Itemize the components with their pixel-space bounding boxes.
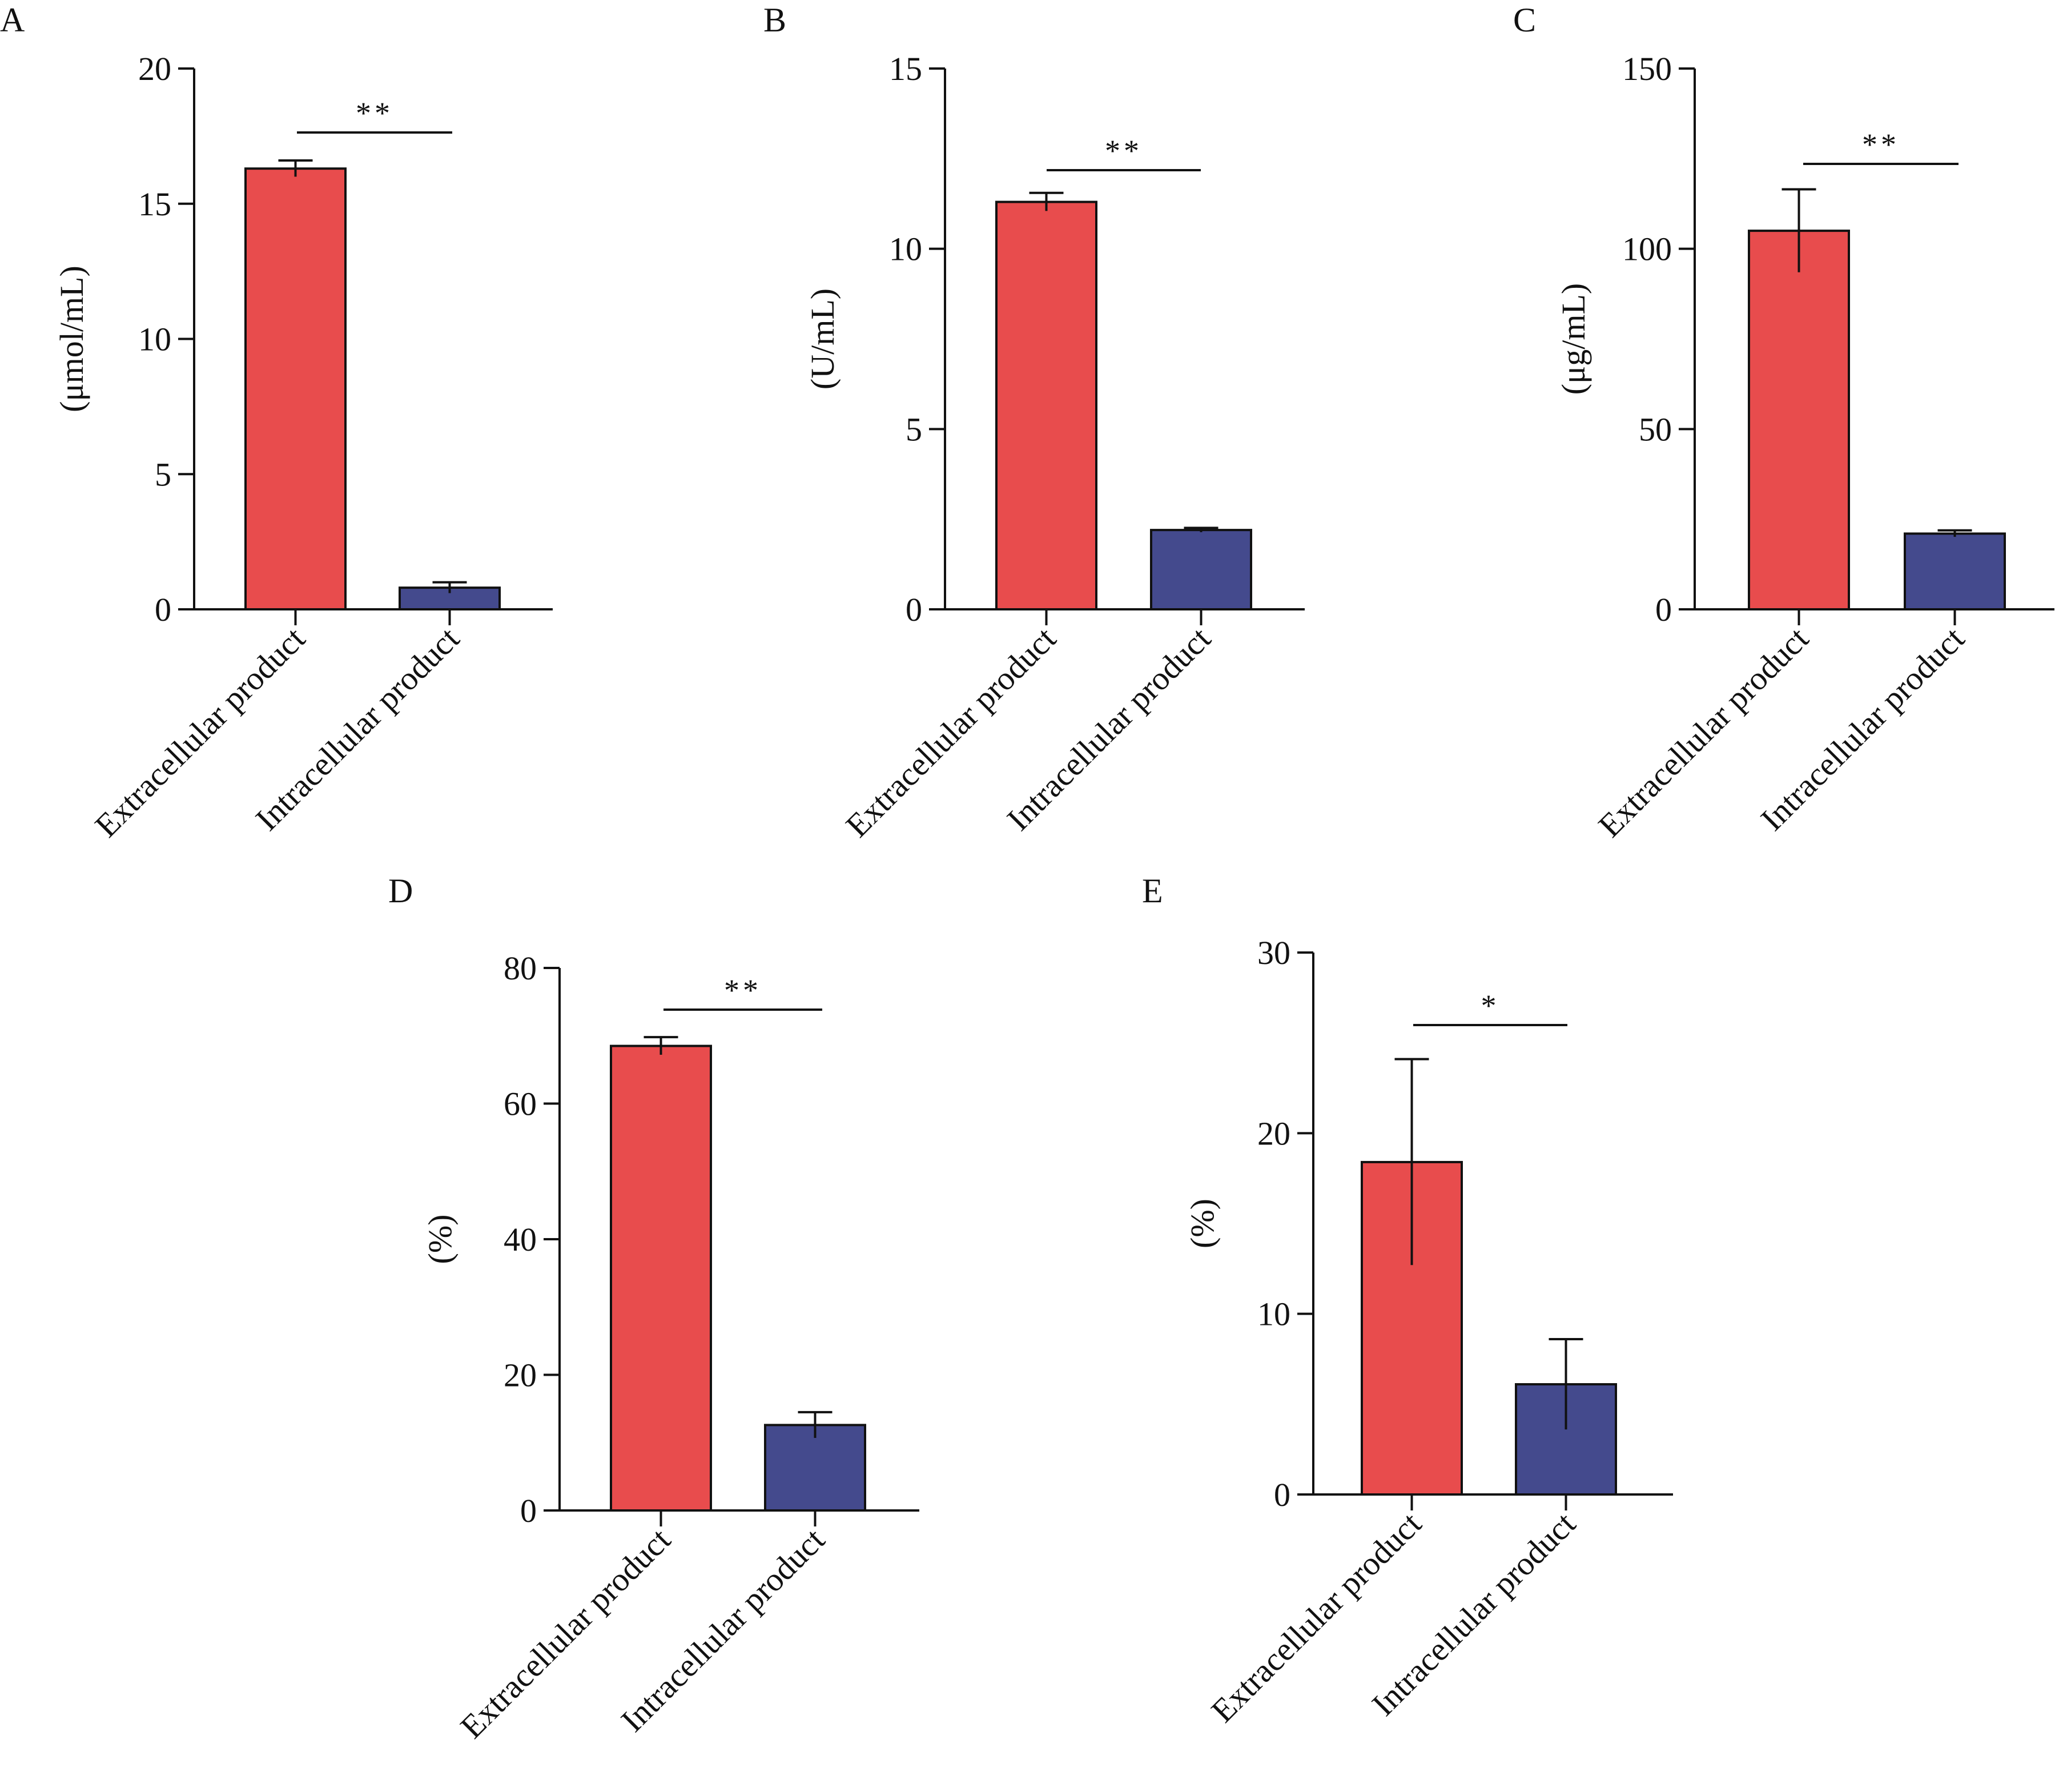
y-tick-label: 0: [906, 591, 922, 628]
y-tick-label: 5: [906, 411, 922, 448]
y-tick-label: 0: [1274, 1476, 1290, 1513]
bar-intracellular: [1904, 532, 2006, 610]
y-tick-label: 20: [1257, 1115, 1290, 1152]
significance-marker: *: [1481, 989, 1500, 1023]
y-tick-label: 40: [504, 1221, 537, 1258]
y-tick-label: 0: [1655, 591, 1672, 628]
bar-extracellular: [1748, 230, 1850, 611]
y-tick-label: 10: [138, 321, 171, 358]
y-tick-label: 20: [138, 50, 171, 87]
y-axis-label: (%): [1184, 1199, 1221, 1248]
significance-marker: **: [1862, 127, 1900, 162]
y-tick-label: 0: [520, 1492, 537, 1529]
y-axis-label: (U/mL): [804, 288, 841, 389]
y-tick-label: 150: [1622, 50, 1672, 87]
bar-extracellular: [244, 167, 347, 610]
bar-intracellular: [399, 586, 501, 610]
y-tick-label: 10: [1257, 1296, 1290, 1333]
significance-marker: **: [724, 973, 762, 1007]
y-tick-label: 60: [504, 1086, 537, 1123]
y-tick-label: 10: [889, 231, 922, 268]
y-tick-label: 15: [138, 186, 171, 223]
panel-letter: C: [1513, 1, 1536, 39]
panel-letter: D: [388, 872, 413, 910]
significance-marker: **: [356, 96, 393, 130]
y-axis-label: (μg/mL): [1555, 283, 1592, 395]
y-tick-label: 0: [155, 591, 171, 628]
y-tick-label: 30: [1257, 934, 1290, 971]
y-tick-label: 100: [1622, 231, 1672, 268]
bar-extracellular: [995, 200, 1097, 610]
panel-letter: A: [0, 1, 25, 39]
y-tick-label: 50: [1639, 411, 1672, 448]
panel-letter: E: [1142, 872, 1163, 910]
significance-marker: **: [1105, 134, 1143, 168]
bar-intracellular: [1150, 529, 1252, 611]
y-tick-label: 5: [155, 456, 171, 493]
y-axis-label: (%): [421, 1215, 459, 1264]
y-tick-label: 15: [889, 50, 922, 87]
y-tick-label: 20: [504, 1357, 537, 1394]
bar-extracellular: [610, 1044, 712, 1512]
panel-letter: B: [763, 1, 786, 39]
y-axis-label: (μmol/mL): [53, 266, 90, 412]
y-tick-label: 80: [504, 950, 537, 987]
